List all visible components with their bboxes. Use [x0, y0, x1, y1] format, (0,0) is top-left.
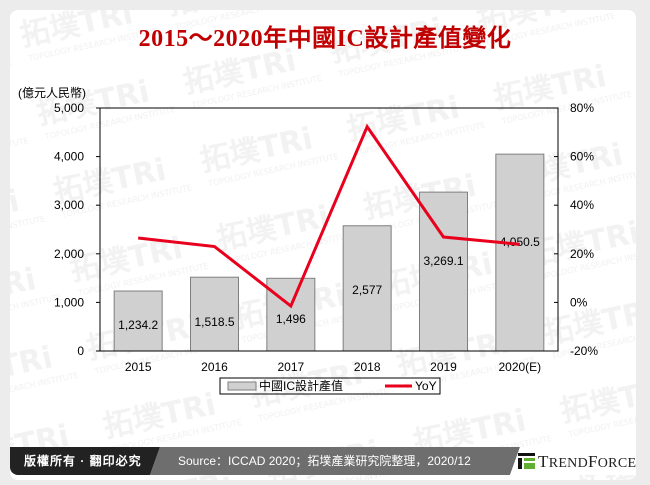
bar-value-label: 2,577 [352, 283, 382, 297]
bar-value-label: 1,518.5 [194, 315, 234, 329]
legend-line-label: YoY [415, 379, 437, 393]
bar [190, 276, 239, 352]
x-tick-label: 2018 [354, 360, 381, 374]
plot-frame [99, 107, 559, 352]
legend-box [219, 377, 441, 395]
y-axis-unit-label: (億元人民幣) [18, 86, 86, 100]
y-tick-label: 0 [77, 344, 84, 358]
source-text: Source：ICCAD 2020；拓墣產業研究院整理，2020/12 [178, 454, 471, 468]
x-tick-label: 2020(E) [498, 360, 541, 374]
bar [342, 225, 392, 352]
x-tick-label: 2017 [277, 360, 304, 374]
x-tick-label: 2019 [430, 360, 457, 374]
footer-copyright-bg [10, 447, 145, 475]
x-tick-label: 2016 [201, 360, 228, 374]
bar-value-label: 3,269.1 [423, 254, 463, 268]
y2-tick-label: 40% [570, 198, 594, 212]
y2-tick-label: -20% [570, 344, 598, 358]
chart-title: 2015～2020年中國IC設計產值變化 [138, 26, 512, 52]
bar [113, 290, 163, 352]
yoy-line [138, 123, 520, 309]
y2-tick-label: 20% [570, 247, 594, 261]
y-tick-label: 3,000 [54, 198, 84, 212]
legend-bar-label: 中國IC設計產值 [259, 378, 343, 393]
y-tick-label: 1,000 [54, 295, 84, 309]
y-tick-label: 4,000 [54, 150, 84, 164]
y-tick-label: 5,000 [54, 101, 84, 115]
bar-value-label: 1,496 [276, 312, 306, 326]
brand-name: TRENDFORCE [538, 452, 637, 471]
bar-value-label: 1,234.2 [118, 318, 158, 332]
y-tick-label: 2,000 [54, 247, 84, 261]
y2-tick-label: 60% [570, 150, 594, 164]
copyright-text: 版權所有 · 翻印必究 [24, 454, 142, 468]
legend-bar-swatch [227, 381, 257, 391]
trendforce-logo-icon [518, 453, 535, 469]
bar-value-label: 4,050.5 [500, 235, 540, 249]
x-tick-label: 2015 [125, 360, 152, 374]
bar [419, 191, 468, 352]
bar [266, 277, 316, 352]
y2-tick-label: 80% [570, 101, 594, 115]
y2-tick-label: 0% [570, 295, 588, 309]
